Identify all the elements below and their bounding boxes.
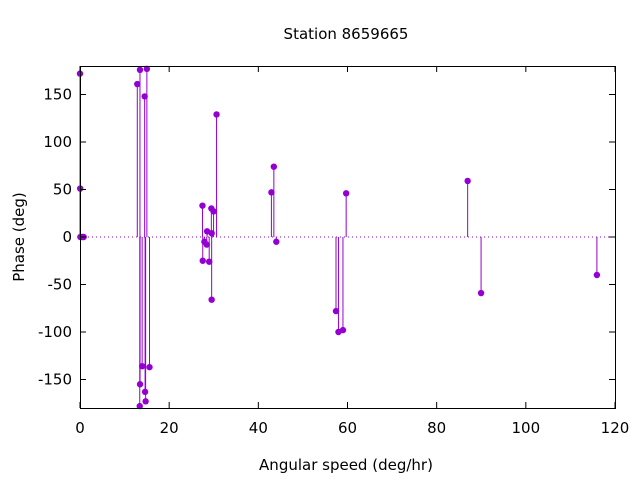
y-axis-label: Phase (deg): [10, 192, 28, 282]
chart-title: Station 8659665: [284, 25, 409, 43]
data-point: [464, 177, 471, 185]
data-point: [213, 111, 220, 118]
data-point: [210, 208, 217, 215]
data-point: [273, 238, 280, 245]
y-tick-label: 50: [53, 181, 72, 199]
data-point: [477, 289, 485, 297]
x-tick-label: 60: [338, 419, 357, 437]
data-point: [199, 202, 206, 209]
y-tick-label: 150: [43, 86, 72, 104]
data-point: [203, 241, 210, 248]
x-tick-label: 40: [249, 419, 268, 437]
y-tick-label: 0: [62, 228, 72, 246]
data-point: [268, 189, 275, 196]
data-point: [339, 326, 347, 334]
x-tick-label: 0: [75, 419, 85, 437]
data-point: [332, 307, 340, 315]
data-point: [146, 363, 153, 371]
x-tick-label: 20: [160, 419, 179, 437]
x-tick-label: 80: [427, 419, 446, 437]
data-point: [134, 80, 141, 88]
x-axis-label: Angular speed (deg/hr): [259, 456, 433, 474]
data-point: [136, 402, 143, 410]
x-axis: 0 20 40 60 80 100 120: [75, 66, 629, 437]
data-point: [342, 190, 350, 197]
data-point: [141, 388, 149, 396]
data-point: [138, 363, 146, 370]
y-tick-label: -50: [48, 276, 73, 294]
data-point: [199, 257, 206, 264]
data-point: [208, 296, 215, 303]
data-point: [142, 398, 149, 405]
data-point: [270, 163, 278, 170]
data-point: [136, 381, 144, 388]
x-tick-label: 100: [512, 419, 541, 437]
data-point: [206, 258, 213, 265]
y-axis: -150 -100 -50 0 50 100 150: [38, 86, 615, 389]
data-point: [141, 93, 148, 100]
y-tick-label: 100: [43, 133, 72, 151]
y-tick-label: -100: [38, 323, 72, 341]
data-point: [136, 66, 144, 74]
y-tick-label: -150: [38, 371, 72, 389]
plot-area: [76, 65, 615, 410]
data-point: [143, 65, 151, 73]
x-tick-label: 120: [601, 419, 630, 437]
data-point: [593, 271, 601, 279]
